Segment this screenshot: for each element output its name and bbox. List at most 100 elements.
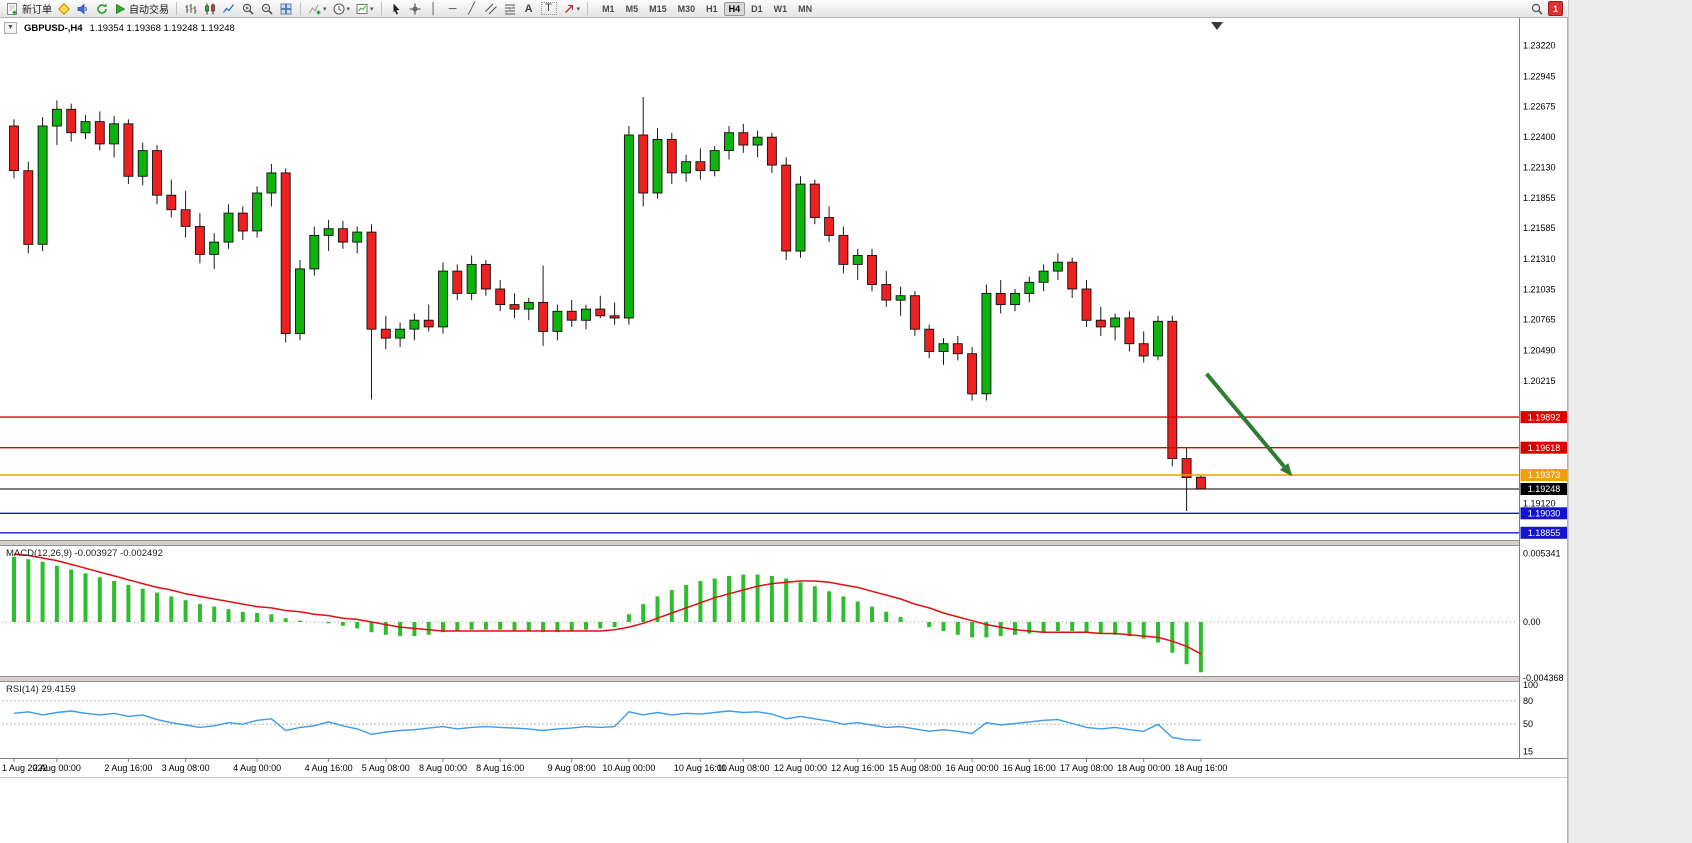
label-tool-icon: T	[540, 2, 557, 15]
panel-splitter[interactable]	[0, 540, 1568, 546]
templates-button[interactable]: ▾	[353, 1, 376, 17]
macd-name: MACD(12,26,9)	[6, 548, 72, 559]
chevron-down-icon: ▾	[576, 5, 581, 13]
timeframe-H4[interactable]: H4	[723, 1, 746, 16]
arrows-tool-button[interactable]: ▾	[560, 1, 583, 17]
time-tick: 18 Aug 16:00	[1174, 763, 1227, 773]
time-tick: 8 Aug 00:00	[419, 763, 467, 773]
fibonacci-icon	[504, 4, 515, 14]
new-order-label: 新订单	[22, 5, 52, 16]
timeframe-H1[interactable]: H1	[706, 3, 718, 14]
speaker-icon	[77, 3, 87, 14]
new-order-button[interactable]: 新订单	[3, 1, 54, 17]
price-badge-1.19248: 1.19248	[1520, 483, 1568, 495]
rsi-axis-tick: 15	[1523, 747, 1533, 757]
channel-tool-button[interactable]	[482, 1, 500, 17]
toolbar-right-group: 1	[1530, 1, 1565, 16]
time-tick: 1 Aug 2022	[2, 763, 48, 773]
time-tick: 10 Aug 16:00	[674, 763, 727, 773]
macd-indicator-label: MACD(12,26,9) -0.003927 -0.002492	[6, 548, 163, 559]
price-axis	[1520, 18, 1568, 778]
cursor-tool-button[interactable]	[387, 1, 405, 17]
price-chart[interactable]: 1.23220 1.22945 1.22675 1.22400 1.22130 1.218…	[0, 0, 1568, 843]
rsi-value: 29.4159	[41, 684, 76, 695]
price-tick: 1.21855	[1523, 193, 1556, 203]
fibonacci-tool-button[interactable]	[501, 1, 519, 17]
timeframe-M15[interactable]: M15	[649, 3, 667, 14]
zoom-out-button[interactable]	[258, 1, 276, 17]
periods-button[interactable]: ▾	[330, 1, 353, 17]
candlestick-mode-button[interactable]	[201, 1, 219, 17]
play-icon	[116, 3, 126, 14]
rsi-axis-tick: 50	[1523, 719, 1533, 729]
bar-chart-mode-button[interactable]	[182, 1, 200, 17]
tile-windows-button[interactable]	[277, 1, 295, 17]
search-icon[interactable]	[1530, 2, 1544, 16]
svg-text:1.18855: 1.18855	[1528, 528, 1561, 538]
indicators-button[interactable]: ▾	[306, 1, 329, 17]
trading-terminal-window: 新订单 自动交易	[0, 0, 1568, 843]
horizontal-line-tool-button[interactable]: ─	[444, 1, 462, 17]
rsi-indicator-label: RSI(14) 29.4159	[6, 684, 76, 695]
one-click-trading-toggle-icon[interactable]: ▼	[4, 22, 17, 34]
timeframe-MN[interactable]: MN	[798, 3, 813, 14]
time-tick: 15 Aug 08:00	[888, 763, 941, 773]
tile-windows-icon	[280, 3, 292, 14]
chart-shift-marker[interactable]	[1211, 22, 1223, 30]
ohlc-values: 1.19354 1.19368 1.19248 1.19248	[89, 22, 235, 34]
time-tick: 11 Aug 08:00	[717, 763, 769, 773]
timeframe-M1[interactable]: M1	[602, 3, 615, 14]
time-tick: 4 Aug 16:00	[305, 763, 353, 773]
text-tool-button[interactable]: A	[520, 1, 538, 17]
time-tick: 5 Aug 08:00	[362, 763, 410, 773]
timeframe-D1[interactable]: D1	[751, 3, 763, 14]
price-tick: 1.21310	[1523, 254, 1556, 264]
time-tick: 12 Aug 16:00	[831, 763, 884, 773]
time-tick: 4 Aug 00:00	[233, 763, 281, 773]
macd-axis-tick: 0.005341	[1523, 549, 1561, 559]
time-tick: 17 Aug 08:00	[1060, 763, 1113, 773]
metaeditor-button[interactable]	[55, 1, 73, 17]
trendline-tool-button[interactable]: ╱	[463, 1, 481, 17]
refresh-icon	[97, 3, 107, 14]
rsi-axis-tick: 100	[1523, 680, 1538, 690]
vertical-line-tool-button[interactable]: │	[425, 1, 443, 17]
price-tick: 1.21035	[1523, 285, 1556, 295]
price-tick: 1.22400	[1523, 132, 1556, 142]
macd-histogram	[12, 556, 1203, 673]
notification-badge[interactable]: 1	[1548, 1, 1563, 16]
cursor-icon	[393, 3, 400, 14]
vertical-line-icon: │	[430, 2, 437, 15]
alerts-button[interactable]	[74, 1, 92, 17]
svg-text:1.19618: 1.19618	[1528, 443, 1561, 453]
text-tool-icon: A	[524, 2, 533, 15]
autotrading-button[interactable]: 自动交易	[112, 1, 171, 17]
price-tick: 1.23220	[1523, 41, 1556, 51]
refresh-button[interactable]	[93, 1, 111, 17]
timeframe-M30[interactable]: M30	[677, 3, 696, 14]
line-chart-mode-button[interactable]	[220, 1, 238, 17]
zoom-in-button[interactable]	[239, 1, 257, 17]
price-tick: 1.19120	[1523, 498, 1556, 508]
price-badge-1.18855: 1.18855	[1520, 526, 1568, 539]
chevron-down-icon: ▾	[346, 5, 351, 13]
chart-background	[0, 18, 1568, 778]
text-label-tool-button[interactable]: T	[539, 1, 559, 17]
macd-signal-value: -0.002492	[120, 548, 163, 559]
price-tick: 1.20765	[1523, 315, 1556, 325]
toolbar-separator	[176, 2, 177, 15]
timeframe-M5[interactable]: M5	[625, 3, 639, 14]
svg-text:1.19892: 1.19892	[1528, 412, 1561, 422]
macd-main-value: -0.003927	[74, 548, 118, 559]
crosshair-tool-button[interactable]	[406, 1, 424, 17]
annotation-arrow	[1205, 372, 1293, 477]
timeframe-W1[interactable]: W1	[773, 3, 788, 14]
metaeditor-icon	[57, 2, 71, 15]
toolbar-separator	[300, 2, 301, 15]
price-tick: 1.22675	[1523, 102, 1556, 112]
price-badge-1.19618: 1.19618	[1520, 441, 1568, 454]
crosshair-icon	[409, 3, 421, 14]
timeframe-toolbar: M1 M5 M15 M30 H1 H4 D1 W1 MN	[597, 1, 817, 16]
time-tick: 18 Aug 00:00	[1117, 763, 1170, 773]
panel-splitter[interactable]	[0, 676, 1568, 682]
